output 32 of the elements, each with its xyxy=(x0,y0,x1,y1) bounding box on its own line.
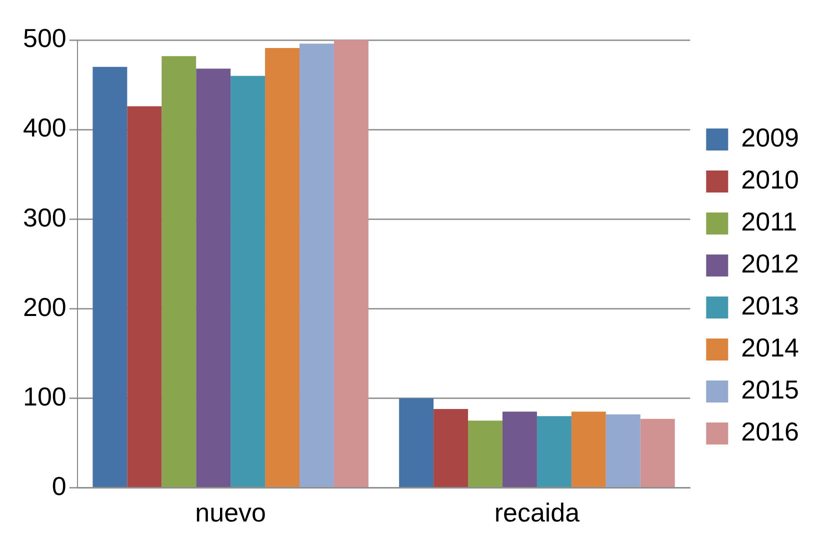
bar xyxy=(468,420,502,488)
legend-label: 2009 xyxy=(741,122,800,153)
bar xyxy=(502,412,537,488)
legend-label: 2015 xyxy=(741,374,800,405)
y-tick-label: 500 xyxy=(22,23,66,54)
x-tick-label: nuevo xyxy=(195,498,266,528)
y-tick-label: 300 xyxy=(22,202,66,232)
bar xyxy=(265,48,300,488)
bar xyxy=(571,412,606,488)
bar xyxy=(399,398,434,488)
legend-label: 2014 xyxy=(741,332,800,363)
y-tick-label: 200 xyxy=(22,292,66,322)
legend-label: 2016 xyxy=(741,416,800,447)
bar xyxy=(606,414,640,488)
y-tick-label: 0 xyxy=(52,470,66,501)
legend-label: 2012 xyxy=(741,248,800,279)
bar xyxy=(196,68,231,488)
bar xyxy=(334,40,368,488)
bar xyxy=(536,416,572,488)
x-tick-label: recaida xyxy=(494,498,580,528)
bar xyxy=(162,56,196,488)
bar xyxy=(434,408,468,488)
bar xyxy=(127,106,162,488)
y-tick-label: 100 xyxy=(22,381,66,412)
bar xyxy=(92,66,128,488)
bar xyxy=(300,44,334,488)
bar xyxy=(640,418,675,488)
legend-label: 2010 xyxy=(741,164,800,195)
bar xyxy=(230,76,266,488)
legend-label: 2013 xyxy=(741,290,800,321)
legend-label: 2011 xyxy=(741,206,798,237)
y-tick-label: 400 xyxy=(22,112,66,143)
